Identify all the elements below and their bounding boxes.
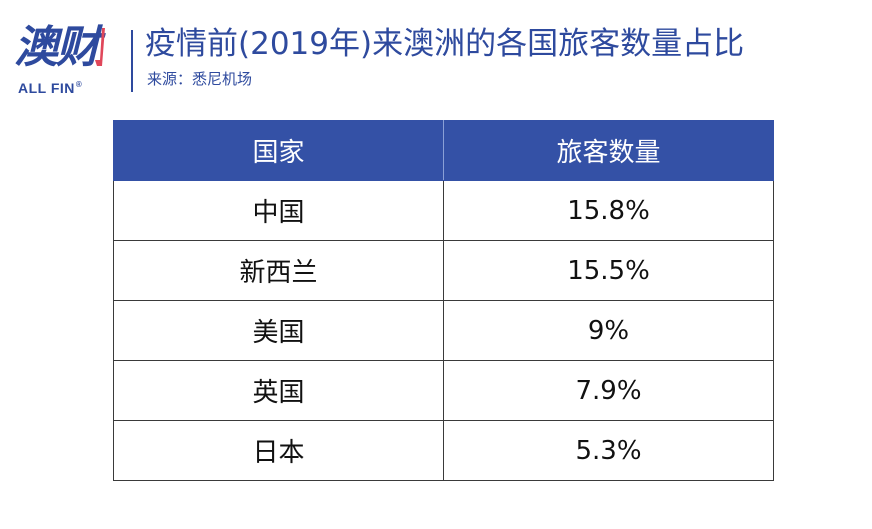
table-row: 中国 15.8% xyxy=(113,180,774,241)
visitor-share-table: 国家 旅客数量 中国 15.8% 新西兰 15.5% 美国 9% 英国 7.9% xyxy=(113,120,774,481)
header-divider xyxy=(131,30,133,92)
country-cell: 美国 xyxy=(113,300,444,361)
registered-mark: ® xyxy=(75,80,83,89)
table-header-row: 国家 旅客数量 xyxy=(113,120,774,181)
country-cell: 中国 xyxy=(113,180,444,241)
share-cell: 15.5% xyxy=(443,240,774,301)
source-note: 来源：悉尼机场 xyxy=(147,70,253,88)
country-cell: 英国 xyxy=(113,360,444,421)
table-row: 美国 9% xyxy=(113,300,774,361)
logo-text: 澳财 xyxy=(14,22,100,73)
share-cell: 9% xyxy=(443,300,774,361)
share-cell: 7.9% xyxy=(443,360,774,421)
column-header-country: 国家 xyxy=(113,120,444,181)
table-row: 英国 7.9% xyxy=(113,360,774,421)
column-header-share: 旅客数量 xyxy=(443,120,774,181)
table-row: 日本 5.3% xyxy=(113,420,774,481)
logo-subtext: ALL FIN® xyxy=(18,80,83,96)
country-cell: 新西兰 xyxy=(113,240,444,301)
page-title: 疫情前(2019年)来澳洲的各国旅客数量占比 xyxy=(145,26,745,62)
share-cell: 15.8% xyxy=(443,180,774,241)
share-cell: 5.3% xyxy=(443,420,774,481)
country-cell: 日本 xyxy=(113,420,444,481)
table-row: 新西兰 15.5% xyxy=(113,240,774,301)
brand-logo: 澳财 ALL FIN® xyxy=(14,22,126,98)
logo-accent-mark xyxy=(95,28,105,66)
